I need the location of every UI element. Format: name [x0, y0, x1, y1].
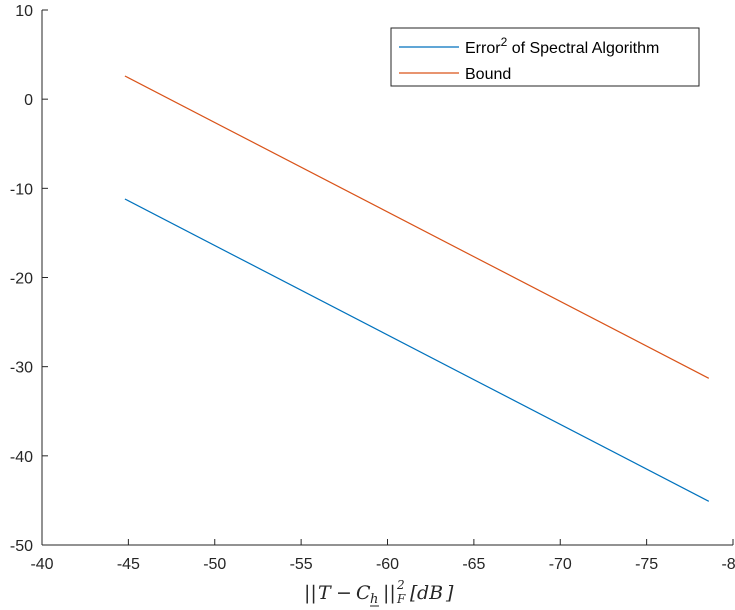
svg-text:C: C — [356, 582, 371, 604]
svg-text:−: − — [336, 582, 352, 604]
x-tick-label: -60 — [376, 556, 399, 573]
y-tick-label: -30 — [10, 360, 33, 377]
x-tick-label: -45 — [117, 556, 140, 573]
y-tick-label: 0 — [24, 92, 33, 109]
legend-label: Bound — [465, 66, 511, 83]
legend-label-rest: of Spectral Algorithm — [507, 40, 659, 57]
x-tick-label: -40 — [30, 556, 53, 573]
x-tick-label: -50 — [203, 556, 226, 573]
svg-text:]: ] — [445, 582, 454, 604]
svg-text:dB: dB — [417, 582, 443, 604]
y-tick-label: 10 — [15, 3, 33, 20]
legend-box — [391, 28, 699, 86]
x-tick-label: -80 — [721, 556, 735, 573]
y-tick-label: -10 — [10, 181, 33, 198]
legend-label-text: Bound — [465, 66, 511, 83]
svg-text:h: h — [370, 592, 378, 607]
series-layer — [125, 76, 709, 501]
y-tick-label: -40 — [10, 449, 33, 466]
svg-text:||: || — [304, 582, 317, 604]
series-line-error-squared — [125, 199, 709, 501]
series-line-bound — [125, 76, 709, 378]
x-tick-label: -75 — [635, 556, 658, 573]
svg-text:2: 2 — [396, 578, 405, 592]
x-tick-label: -55 — [290, 556, 313, 573]
svg-text:||: || — [383, 582, 396, 604]
x-axis: -40 -45 -50 -55 -60 -65 -70 -75 -80 — [30, 539, 735, 573]
svg-text:F: F — [396, 592, 406, 606]
x-axis-title: || T − C h || 2 F [ dB ] — [304, 578, 454, 607]
x-tick-label: -65 — [462, 556, 485, 573]
plot-area — [42, 10, 733, 545]
y-tick-label: -50 — [10, 538, 33, 555]
y-tick-label: -20 — [10, 271, 33, 288]
svg-text:T: T — [318, 582, 332, 604]
x-tick-label: -70 — [549, 556, 572, 573]
legend-label-text: Error — [465, 40, 501, 57]
